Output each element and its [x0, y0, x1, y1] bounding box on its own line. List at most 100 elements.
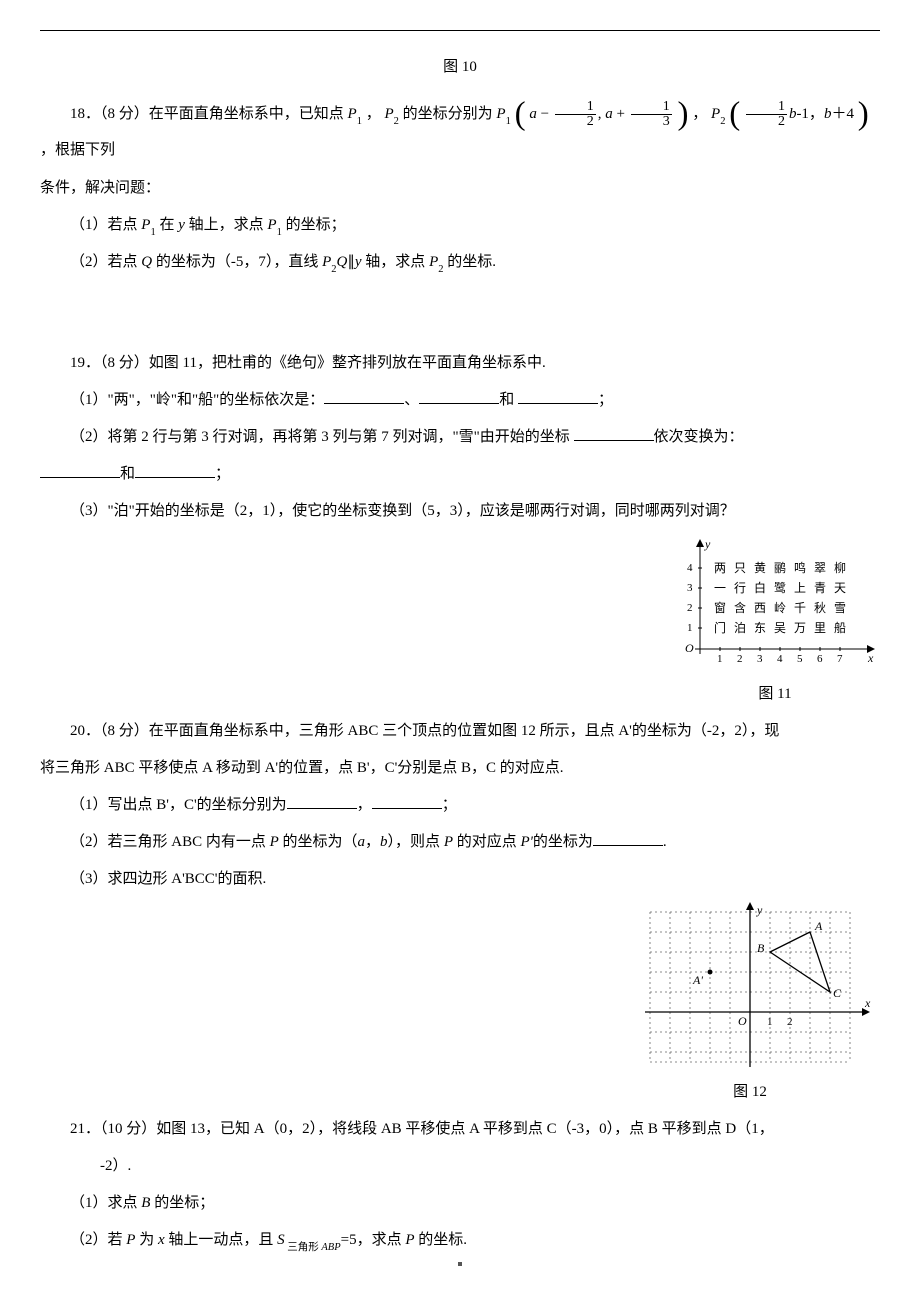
- p2a: （2）若点: [70, 254, 141, 270]
- p2d: ），则点: [388, 834, 444, 850]
- center-marker: [458, 1262, 462, 1266]
- svg-text:黄: 黄: [754, 561, 766, 575]
- blank2[interactable]: [419, 389, 499, 404]
- x-label: x: [867, 651, 874, 665]
- svg-text:里: 里: [814, 621, 826, 635]
- blank4[interactable]: [574, 426, 654, 441]
- p2e: 的对应点: [453, 834, 521, 850]
- svg-text:4: 4: [777, 653, 783, 665]
- blank5[interactable]: [40, 463, 120, 478]
- c1: ，: [692, 106, 707, 122]
- q18-p1: （1）若点 P1 在 y 轴上，求点 P1 的坐标；: [40, 209, 880, 242]
- m1: -1，: [796, 106, 824, 122]
- svg-text:A': A': [692, 973, 703, 987]
- blank7[interactable]: [287, 794, 357, 809]
- lparen: (: [515, 96, 526, 132]
- p1a: （1）若点: [70, 217, 141, 233]
- svg-text:1: 1: [767, 1016, 773, 1028]
- q20-l1: 20．（8 分）在平面直角坐标系中，三角形 ABC 三个顶点的位置如图 12 所…: [40, 715, 880, 748]
- svg-text:万: 万: [794, 621, 806, 635]
- par: ∥: [347, 254, 355, 270]
- blank6[interactable]: [135, 463, 215, 478]
- svg-text:鸣: 鸣: [794, 560, 806, 575]
- svg-text:白: 白: [754, 580, 766, 595]
- svg-text:A: A: [814, 919, 823, 933]
- p2f: 的坐标为: [533, 834, 593, 850]
- p1ii: P: [267, 217, 276, 233]
- p2d: =5，求点: [341, 1232, 406, 1248]
- p2ii: P: [429, 254, 438, 270]
- q18: 18．（8 分）在平面直角坐标系中，已知点 P1 ， P2 的坐标分别为 P1 …: [40, 96, 880, 279]
- p1a: （1）写出点 B'，C'的坐标分别为: [70, 797, 287, 813]
- tail: ，根据下列: [40, 142, 115, 158]
- svg-text:东: 东: [754, 621, 766, 635]
- svg-text:y: y: [756, 903, 763, 917]
- svg-text:天: 天: [834, 581, 846, 595]
- p2c: ，: [365, 834, 380, 850]
- s1: 、: [404, 392, 419, 408]
- svg-text:1: 1: [687, 622, 693, 634]
- svg-text:只: 只: [734, 561, 746, 575]
- P: P: [270, 834, 279, 850]
- top-rule: [40, 30, 880, 31]
- b: b: [380, 834, 388, 850]
- d1: 2: [555, 115, 596, 129]
- svg-text:千: 千: [794, 601, 806, 615]
- p2a: （2）若三角形 ABC 内有一点: [70, 834, 270, 850]
- svg-text:含: 含: [734, 600, 746, 615]
- q20-p2: （2）若三角形 ABC 内有一点 P 的坐标为（a，b），则点 P 的对应点 P…: [40, 826, 880, 859]
- p2e: 的坐标.: [415, 1232, 468, 1248]
- svg-text:翠: 翠: [814, 561, 826, 575]
- blank8[interactable]: [372, 794, 442, 809]
- p1a: （1）"两"，"岭"和"船"的坐标依次是：: [70, 392, 324, 408]
- fig11-svg: O y x 1 2 3 4 1 2 3 4 5 6 7 两只黄鹂鸣翠柳一行白鹭上…: [675, 534, 875, 674]
- p1sb: 1: [506, 116, 511, 127]
- a2: a: [605, 106, 613, 122]
- svg-text:西: 西: [754, 601, 766, 615]
- p2c: 轴，求点: [362, 254, 430, 270]
- fig12: O 1 2 y x A' A B C 图 12: [620, 902, 880, 1109]
- blank3[interactable]: [518, 389, 598, 404]
- a: a: [358, 834, 366, 850]
- yax: y: [178, 217, 185, 233]
- svg-text:行: 行: [734, 581, 746, 595]
- svg-text:门: 门: [714, 620, 726, 635]
- d2: 3: [631, 115, 672, 129]
- q18-p2: （2）若点 Q 的坐标为（-5，7），直线 P2Q∥y 轴，求点 P2 的坐标.: [40, 246, 880, 279]
- p1e: 的坐标；: [282, 217, 346, 233]
- svg-text:泊: 泊: [734, 621, 746, 635]
- svg-text:一: 一: [714, 581, 726, 595]
- svg-text:雪: 雪: [834, 601, 846, 615]
- expr2: 12b-1，b＋4: [744, 106, 854, 122]
- q20-p1: （1）写出点 B'，C'的坐标分别为，；: [40, 789, 880, 822]
- q21-p1: （1）求点 B 的坐标；: [40, 1187, 880, 1220]
- y-label: y: [704, 537, 711, 551]
- b2: b: [824, 106, 832, 122]
- x: x: [158, 1232, 165, 1248]
- fig12-svg: O 1 2 y x A' A B C: [625, 902, 875, 1072]
- p1sub: 1: [357, 116, 362, 127]
- p2sb: 2: [720, 116, 725, 127]
- svg-text:秋: 秋: [814, 601, 826, 615]
- n3: 1: [746, 100, 787, 115]
- p2a: （2）将第 2 行与第 3 行对调，再将第 3 列与第 7 列对调，"雪"由开始…: [70, 429, 574, 445]
- svg-text:5: 5: [797, 653, 803, 665]
- svg-text:4: 4: [687, 562, 693, 574]
- svg-text:x: x: [864, 996, 871, 1010]
- svg-text:B: B: [757, 941, 765, 955]
- fig12-caption: 图 12: [620, 1076, 880, 1109]
- p1: P: [348, 106, 357, 122]
- p2b: 依次变换为：: [654, 429, 744, 445]
- expr1: a − 12, a + 13: [529, 106, 673, 122]
- p1b: 的坐标；: [150, 1195, 214, 1211]
- p2bt: 的坐标为（-5，7），直线: [152, 254, 322, 270]
- p2b: 为: [135, 1232, 158, 1248]
- q21-l2: -2）.: [40, 1150, 880, 1183]
- svg-text:船: 船: [834, 621, 846, 635]
- q19-p3: （3）"泊"开始的坐标是（2，1），使它的坐标变换到（5，3），应该是哪两行对调…: [40, 495, 880, 528]
- blank1[interactable]: [324, 389, 404, 404]
- d3: 2: [746, 115, 787, 129]
- blank9[interactable]: [593, 831, 663, 846]
- sep: ，: [366, 106, 381, 122]
- fig10-label: 图 10: [40, 51, 880, 84]
